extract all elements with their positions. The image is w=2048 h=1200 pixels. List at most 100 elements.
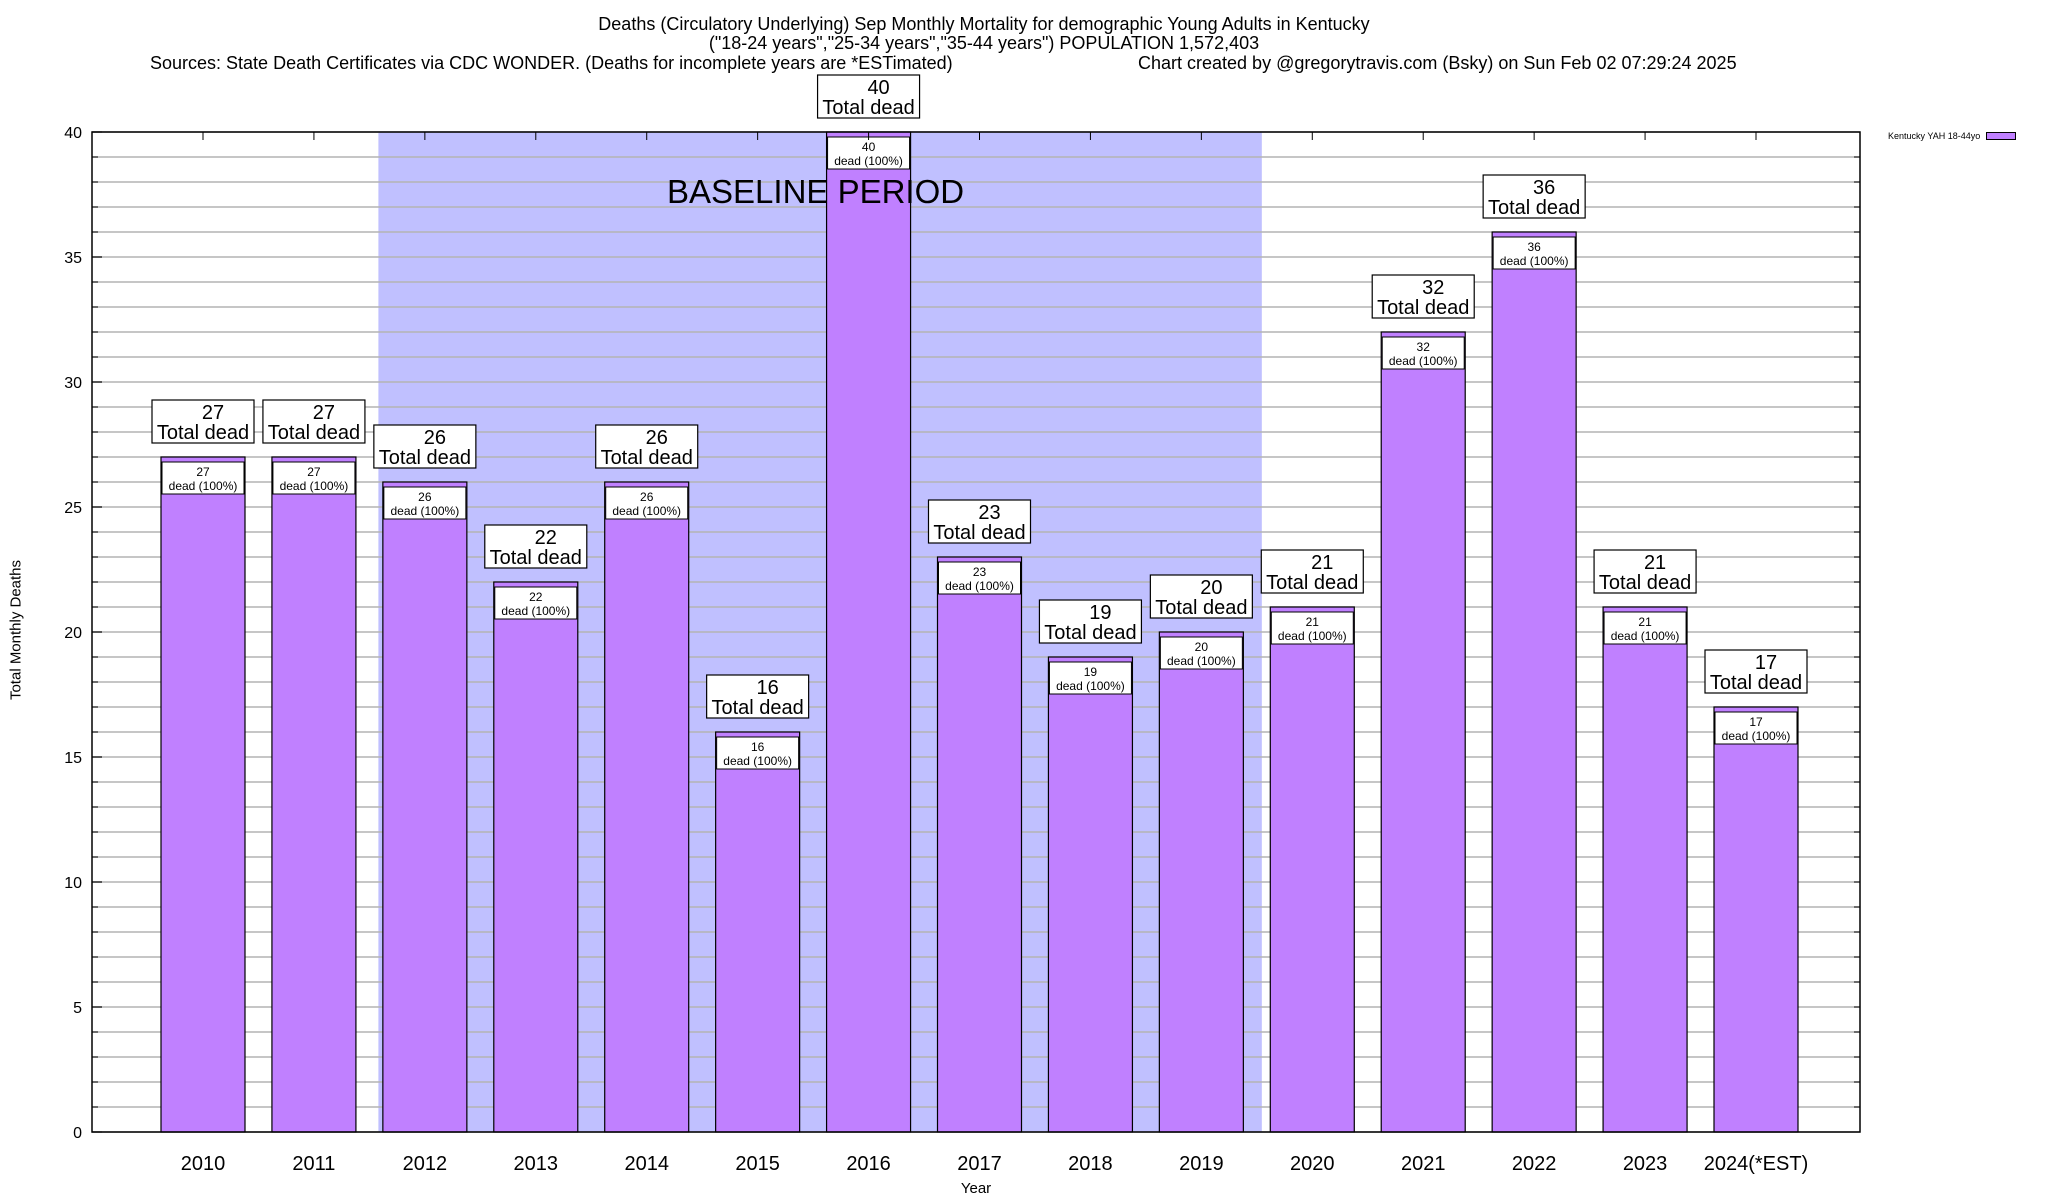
bar-2020 — [1269, 606, 1355, 1133]
x-tick-label: 2018 — [1068, 1153, 1113, 1175]
inner-label-value: 19 — [1084, 665, 1098, 679]
total-label-value: 17 — [1755, 652, 1777, 674]
chart-title: Deaths (Circulatory Underlying) Sep Mont… — [598, 14, 1370, 34]
legend-label: Kentucky YAH 18-44yo — [1888, 131, 1981, 141]
inner-label-box — [1159, 636, 1243, 670]
bar-2015 — [715, 731, 801, 1133]
chart-subtitle: ("18-24 years","25-34 years","35-44 year… — [708, 33, 1260, 53]
total-label-text: Total dead — [1488, 197, 1580, 219]
total-label-text: Total dead — [1044, 622, 1136, 644]
total-label-text: Total dead — [1266, 572, 1358, 594]
inner-label-box — [716, 736, 800, 770]
y-tick-label: 40 — [64, 125, 82, 142]
y-tick-label: 5 — [73, 1000, 82, 1017]
total-label-value: 21 — [1644, 552, 1666, 574]
inner-label-box — [1048, 661, 1132, 695]
total-label-value: 26 — [646, 427, 668, 449]
x-axis-label: Year — [960, 1180, 992, 1197]
total-label-text: Total dead — [711, 697, 803, 719]
x-tick-label: 2012 — [403, 1153, 448, 1175]
inner-label-value: 27 — [307, 465, 321, 479]
inner-label-box — [1492, 236, 1576, 270]
inner-label-value: 26 — [418, 490, 432, 504]
total-label-value: 20 — [1200, 577, 1222, 599]
bar-2018 — [1047, 656, 1134, 1133]
total-label-box — [816, 74, 921, 119]
inner-label-value: 17 — [1749, 715, 1763, 729]
x-tick-label: 2015 — [735, 1153, 780, 1175]
inner-label-value: 27 — [196, 465, 210, 479]
x-tick-label: 2019 — [1179, 1153, 1224, 1175]
inner-label-box — [1381, 336, 1465, 370]
legend-swatch — [1986, 132, 2017, 140]
total-label-text: Total dead — [1377, 297, 1469, 319]
total-label-box — [484, 524, 588, 569]
inner-label-text: dead (100%) — [1611, 629, 1680, 643]
y-axis-label: Total Monthly Deaths — [7, 559, 25, 701]
inner-label-value: 36 — [1527, 240, 1541, 254]
x-tick-label: 2024(*EST) — [1704, 1153, 1809, 1175]
total-label-box — [595, 424, 699, 469]
y-tick-label: 30 — [64, 375, 82, 392]
inner-label-text: dead (100%) — [1278, 629, 1347, 643]
inner-label-text: dead (100%) — [1167, 654, 1236, 668]
bar-2014 — [604, 481, 690, 1133]
x-tick-label: 2017 — [957, 1153, 1002, 1175]
bar-2016 — [825, 131, 912, 1133]
inner-label-box — [383, 486, 467, 520]
total-label-text: Total dead — [822, 97, 914, 119]
total-label-value: 26 — [424, 427, 446, 449]
x-tick-label: 2022 — [1512, 1153, 1557, 1175]
bar-2017 — [936, 556, 1023, 1133]
bar-2023 — [1602, 606, 1688, 1133]
total-label-value: 23 — [978, 502, 1000, 524]
y-tick-label: 25 — [64, 500, 82, 517]
bar-2021 — [1380, 331, 1466, 1133]
y-tick-label: 15 — [64, 750, 82, 767]
total-label-text: Total dead — [1155, 597, 1247, 619]
bar-2010 — [160, 456, 246, 1133]
x-tick-label: 2013 — [514, 1153, 559, 1175]
inner-label-box — [1714, 711, 1798, 745]
inner-label-text: dead (100%) — [1500, 254, 1569, 268]
bar-2013 — [493, 581, 579, 1133]
inner-label-box — [1603, 611, 1687, 645]
inner-label-text: dead (100%) — [723, 754, 792, 768]
inner-label-box — [1270, 611, 1354, 645]
total-label-value: 27 — [202, 402, 224, 424]
total-label-box — [1260, 549, 1364, 594]
baseline-period-label: BASELINE PERIOD — [667, 173, 965, 210]
total-label-value: 40 — [867, 77, 889, 99]
y-tick-label: 0 — [73, 1125, 82, 1142]
inner-label-text: dead (100%) — [945, 579, 1014, 593]
total-label-box — [1593, 549, 1697, 594]
x-tick-label: 2010 — [181, 1153, 226, 1175]
inner-label-text: dead (100%) — [834, 154, 903, 168]
total-label-text: Total dead — [933, 522, 1025, 544]
total-label-value: 36 — [1533, 177, 1555, 199]
inner-label-text: dead (100%) — [390, 504, 459, 518]
inner-label-value: 32 — [1417, 340, 1431, 354]
inner-label-box — [494, 586, 578, 620]
total-label-value: 27 — [313, 402, 335, 424]
inner-label-value: 26 — [640, 490, 654, 504]
chart-credit: Chart created by @gregorytravis.com (Bsk… — [1138, 53, 1737, 73]
inner-label-value: 23 — [973, 565, 987, 579]
total-label-box — [927, 499, 1032, 544]
inner-label-text: dead (100%) — [612, 504, 681, 518]
chart-sources: Sources: State Death Certificates via CD… — [150, 53, 953, 73]
total-label-box — [151, 399, 255, 444]
total-label-text: Total dead — [157, 422, 249, 444]
total-label-value: 21 — [1311, 552, 1333, 574]
inner-label-value: 22 — [529, 590, 543, 604]
x-tick-label: 2014 — [624, 1153, 669, 1175]
total-label-text: Total dead — [490, 547, 582, 569]
total-label-box — [1704, 649, 1808, 694]
inner-label-box — [161, 461, 245, 495]
x-tick-label: 2011 — [292, 1153, 335, 1175]
total-label-box — [1482, 174, 1586, 219]
legend: Kentucky YAH 18-44yo — [1888, 131, 2017, 141]
total-label-box — [1371, 274, 1475, 319]
plot-frame — [91, 131, 1861, 1133]
y-tick-label: 20 — [64, 625, 82, 642]
